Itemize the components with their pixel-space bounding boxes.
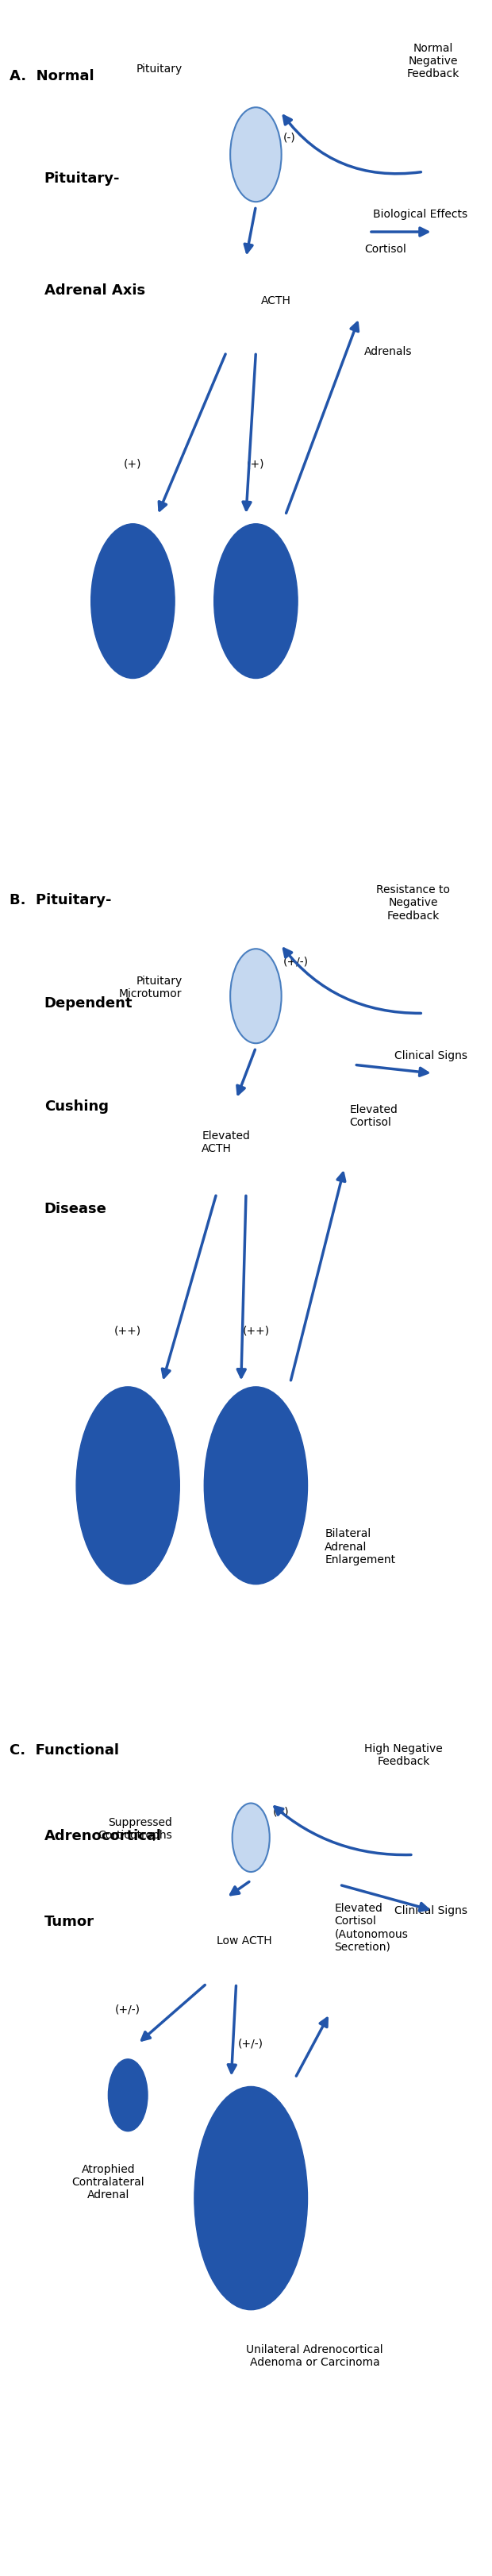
Text: B.  Pituitary-: B. Pituitary- [10,894,112,907]
Ellipse shape [194,2087,308,2311]
Text: Dependent: Dependent [44,997,133,1010]
Text: Clinical Signs: Clinical Signs [395,1051,467,1061]
Text: (++): (++) [242,1327,270,1337]
Text: ACTH: ACTH [261,296,291,307]
Ellipse shape [230,108,281,201]
Text: C.  Functional: C. Functional [10,1744,120,1757]
Text: (+/-): (+/-) [115,2004,141,2014]
Text: Tumor: Tumor [44,1914,94,1929]
Text: Suppressed
Corticotrophs: Suppressed Corticotrophs [98,1816,172,1842]
Text: Pituitary
Microtumor: Pituitary Microtumor [119,976,182,999]
Text: Adrenal Axis: Adrenal Axis [44,283,145,299]
Ellipse shape [214,523,298,677]
Text: (+): (+) [247,459,265,469]
Text: Adrenocortical: Adrenocortical [44,1829,162,1844]
Text: Biological Effects: Biological Effects [373,209,467,219]
Ellipse shape [232,1803,270,1873]
Text: Elevated
Cortisol
(Autonomous
Secretion): Elevated Cortisol (Autonomous Secretion) [335,1904,408,1953]
Text: Cortisol: Cortisol [364,245,406,255]
Text: Atrophied
Contralateral
Adrenal: Atrophied Contralateral Adrenal [72,2164,145,2200]
Text: Elevated
ACTH: Elevated ACTH [202,1131,250,1154]
Text: Resistance to
Negative
Feedback: Resistance to Negative Feedback [376,884,450,922]
Text: A.  Normal: A. Normal [10,70,94,82]
Text: (--): (--) [273,1806,289,1816]
Text: Bilateral
Adrenal
Enlargement: Bilateral Adrenal Enlargement [325,1528,396,1566]
Text: (+/-): (+/-) [238,2038,264,2048]
Text: (+): (+) [124,459,142,469]
Text: Cushing: Cushing [44,1100,109,1113]
Text: Unilateral Adrenocortical
Adenoma or Carcinoma: Unilateral Adrenocortical Adenoma or Car… [246,2344,383,2367]
Ellipse shape [76,1386,180,1584]
Text: (-): (-) [283,131,295,142]
Text: High Negative
Feedback: High Negative Feedback [364,1744,443,1767]
Text: Elevated
Cortisol: Elevated Cortisol [349,1105,398,1128]
Ellipse shape [230,948,281,1043]
Ellipse shape [204,1386,308,1584]
Text: Pituitary-: Pituitary- [44,173,120,185]
Ellipse shape [108,2058,148,2130]
Text: Pituitary: Pituitary [136,64,182,75]
Text: Normal
Negative
Feedback: Normal Negative Feedback [406,44,460,80]
Text: (++): (++) [114,1327,142,1337]
Text: Adrenals: Adrenals [364,348,412,358]
Text: (+/-): (+/-) [283,956,308,966]
Ellipse shape [91,523,175,677]
Text: Low ACTH: Low ACTH [216,1935,272,1945]
Text: Clinical Signs: Clinical Signs [395,1906,467,1917]
Text: Disease: Disease [44,1203,107,1216]
